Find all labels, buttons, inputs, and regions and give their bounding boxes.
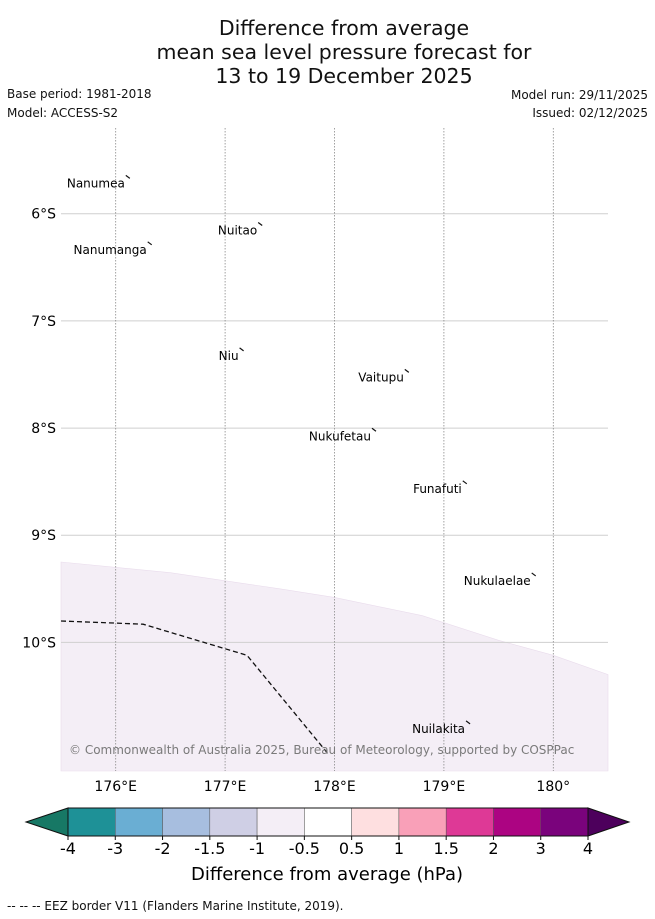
colorbar-segment: [67, 807, 116, 837]
lon-tick-label: 179°E: [423, 779, 466, 795]
lat-tick-label: 6°S: [31, 207, 56, 223]
colorbar-tick-label: 1.5: [433, 839, 458, 858]
place-label: Funafuti: [413, 482, 462, 496]
colorbar-tick-label: 0.5: [339, 839, 364, 858]
colorbar-over-arrow: [587, 807, 631, 837]
island-mark: [257, 222, 263, 227]
issued-label: Issued: 02/12/2025: [532, 106, 648, 120]
colorbar-tick-label: -4: [60, 839, 76, 858]
colorbar-tick-label: -0.5: [289, 839, 320, 858]
place-label: Nanumea: [67, 176, 125, 190]
lat-tick-label: 10°S: [22, 635, 56, 651]
colorbar-segment: [115, 807, 163, 837]
island-mark: [125, 174, 131, 179]
colorbar-tick-label: 3: [536, 839, 546, 858]
model-run-label: Model run: 29/11/2025: [510, 88, 648, 102]
model-label: Model: ACCESS-S2: [7, 106, 119, 120]
lon-tick-label: 177°E: [204, 779, 247, 795]
colorbar-frame: [67, 807, 589, 837]
place-label: Nukulaelae: [464, 574, 531, 588]
colorbar-segment: [162, 807, 211, 837]
colorbar-tick-label: -1: [249, 839, 265, 858]
place-label: Nuilakita: [412, 722, 465, 736]
place-label: Nukufetau: [309, 429, 371, 443]
island-mark: [147, 241, 153, 246]
island-mark: [371, 427, 377, 432]
colorbar-tick-label: -3: [107, 839, 123, 858]
colorbar-tick-label: 1: [394, 839, 404, 858]
place-label: Vaitupu: [358, 370, 404, 384]
colorbar-tick-label: 4: [583, 839, 593, 858]
lon-tick-label: 180°: [536, 779, 570, 795]
colorbar-segment: [256, 807, 305, 837]
colorbar-segment: [540, 807, 589, 837]
island-mark: [404, 368, 410, 373]
colorbar-tick-label: 2: [488, 839, 498, 858]
island-mark: [531, 572, 537, 577]
lon-tick-label: 176°E: [94, 779, 137, 795]
lat-tick-label: 7°S: [31, 314, 56, 330]
colorbar-segment: [398, 807, 447, 837]
title-line-2: mean sea level pressure forecast for: [156, 40, 532, 64]
lon-tick-label: 178°E: [313, 779, 356, 795]
colorbar: -4 -3 -2 -1.5 -1 -0.5 0.5 1 1.5 2 3 4: [24, 807, 631, 858]
copyright-text: © Commonwealth of Australia 2025, Bureau…: [69, 743, 574, 757]
lat-tick-label: 9°S: [31, 528, 56, 544]
map-area: 6°S 7°S 8°S 9°S 10°S 176°E 177°E 178°E 179°E 180°…: [22, 128, 609, 795]
island-mark: [465, 720, 471, 725]
eez-footnote: -- -- -- EEZ border V11 (Flanders Marine…: [7, 899, 344, 913]
island-mark: [239, 347, 244, 352]
base-period-label: Base period: 1981-2018: [7, 87, 152, 101]
colorbar-under-arrow: [24, 807, 69, 837]
colorbar-segment: [351, 807, 400, 837]
place-label: Niu: [219, 349, 239, 363]
colorbar-segment: [304, 807, 352, 837]
colorbar-tick-label: -1.5: [194, 839, 225, 858]
place-label: Nanumanga: [74, 243, 147, 257]
eez-border-line: [60, 620, 330, 756]
title-line-1: Difference from average: [218, 16, 470, 40]
map-title: Difference from average mean sea level p…: [0, 16, 655, 88]
colorbar-segment: [493, 807, 541, 837]
lat-tick-label: 8°S: [31, 421, 56, 437]
colorbar-segment: [445, 807, 494, 837]
island-mark: [462, 480, 468, 485]
title-line-3: 13 to 19 December 2025: [215, 64, 473, 88]
colorbar-title: Difference from average (hPa): [191, 864, 463, 885]
colorbar-tick-label: -2: [155, 839, 171, 858]
place-label: Nuitao: [218, 224, 257, 238]
colorbar-segment: [209, 807, 258, 837]
